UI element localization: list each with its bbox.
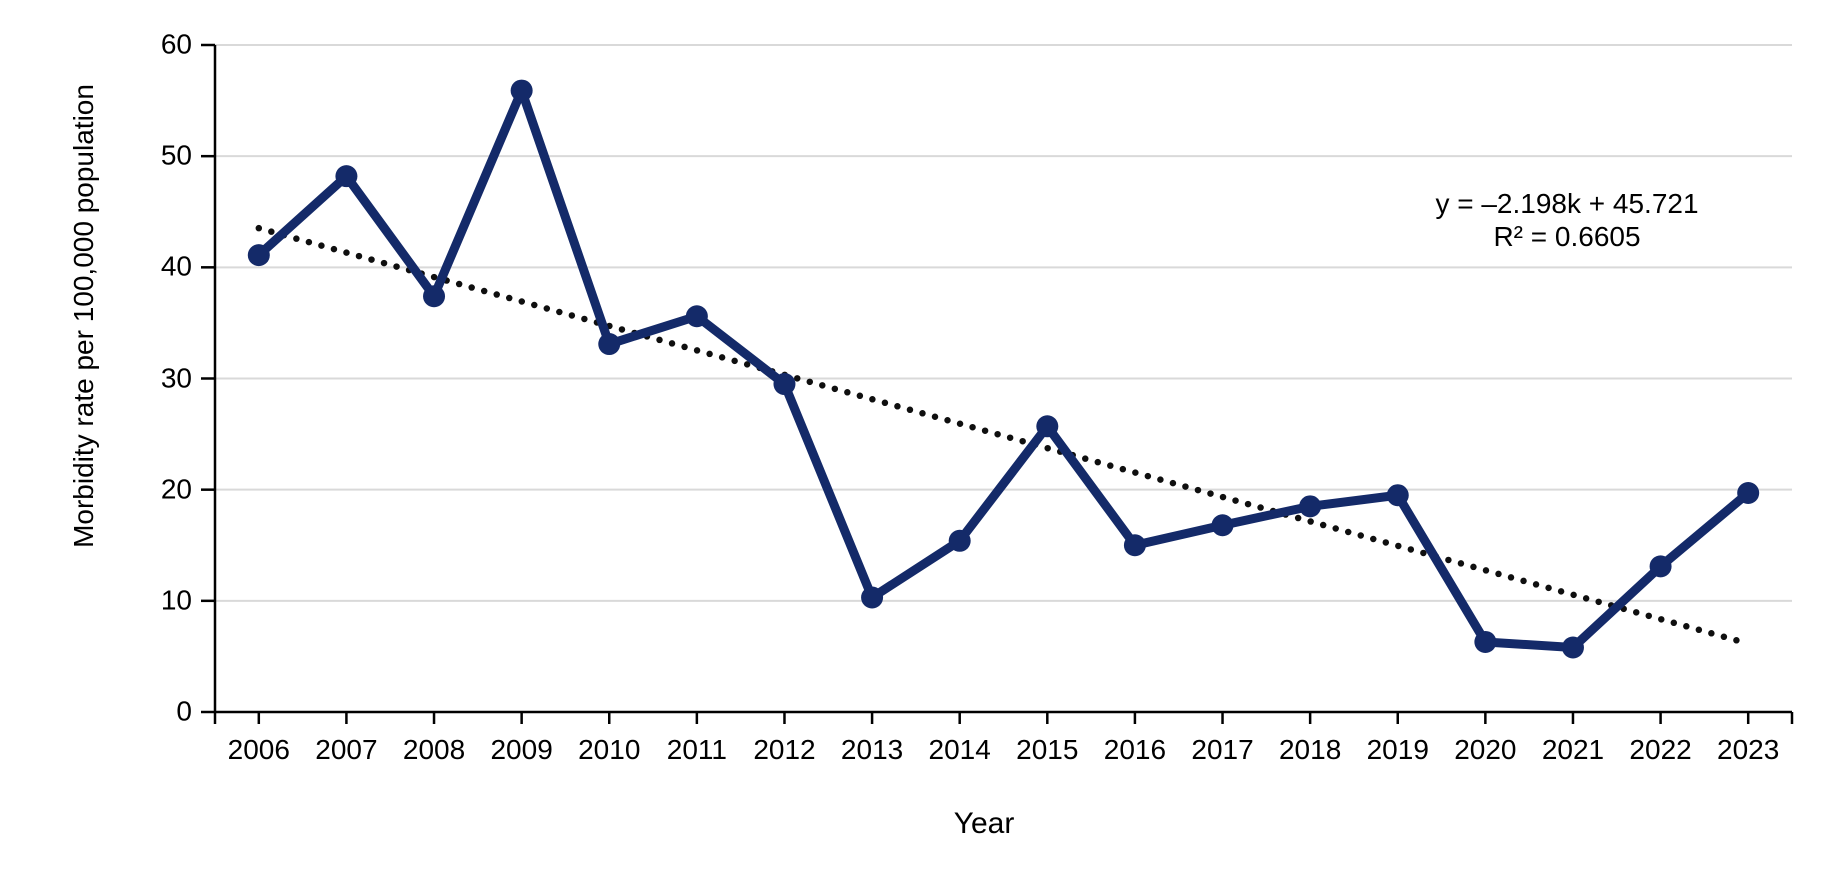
x-tick-label-2014: 2014 xyxy=(928,734,991,765)
x-tick-label-2018: 2018 xyxy=(1278,734,1342,765)
trendline-annotation: y = –2.198k + 45.721 R² = 0.6605 xyxy=(1397,187,1737,253)
data-point-marker-2023 xyxy=(1737,482,1760,505)
y-tick-label-50: 50 xyxy=(160,139,192,171)
x-tick-label-2007: 2007 xyxy=(315,734,378,765)
y-tick-label-20: 20 xyxy=(160,473,192,505)
trendline-equation: y = –2.198k + 45.721 xyxy=(1435,188,1699,219)
data-point-marker-2011 xyxy=(685,305,708,328)
data-point-marker-2013 xyxy=(861,586,884,609)
data-point-marker-2014 xyxy=(948,529,971,552)
data-point-marker-2008 xyxy=(423,285,446,308)
x-tick-label-2009: 2009 xyxy=(490,734,553,765)
data-point-marker-2019 xyxy=(1386,484,1409,507)
trendline-r-squared: R² = 0.6605 xyxy=(1493,221,1641,252)
x-tick-label-2010: 2010 xyxy=(578,734,641,765)
y-tick-label-30: 30 xyxy=(160,361,192,393)
data-series-line xyxy=(254,86,1753,653)
data-point-marker-2022 xyxy=(1649,555,1672,578)
x-tick-label-2022: 2022 xyxy=(1629,734,1692,765)
y-tick-label-60: 60 xyxy=(160,28,192,60)
data-point-marker-2020 xyxy=(1474,630,1497,653)
data-point-marker-2006 xyxy=(247,244,270,267)
data-point-marker-2007 xyxy=(335,165,358,188)
x-tick-label-2021: 2021 xyxy=(1541,734,1605,765)
data-point-marker-2012 xyxy=(773,373,796,396)
y-tick-label-40: 40 xyxy=(160,250,192,282)
data-point-marker-2015 xyxy=(1036,415,1059,438)
x-tick-label-2015: 2015 xyxy=(1016,734,1079,765)
x-tick-label-2016: 2016 xyxy=(1103,734,1167,765)
x-tick-label-2011: 2011 xyxy=(666,734,727,765)
x-tick-label-2006: 2006 xyxy=(227,734,290,765)
data-point-marker-2017 xyxy=(1211,514,1234,537)
x-tick-label-2013: 2013 xyxy=(840,734,904,765)
x-tick-label-2019: 2019 xyxy=(1366,734,1429,765)
data-point-marker-2010 xyxy=(598,333,621,356)
x-tick-label-2008: 2008 xyxy=(402,734,466,765)
y-tick-label-0: 0 xyxy=(176,695,192,727)
data-point-marker-2009 xyxy=(510,79,533,102)
y-tick-label-10: 10 xyxy=(160,584,192,616)
x-tick-label-2012: 2012 xyxy=(753,734,816,765)
x-tick-label-2017: 2017 xyxy=(1191,734,1254,765)
data-point-marker-2018 xyxy=(1299,495,1322,518)
data-point-marker-2021 xyxy=(1561,636,1584,659)
trendline-dotted xyxy=(255,224,1752,647)
x-tick-label-2020: 2020 xyxy=(1454,734,1517,765)
x-tick-label-2023: 2023 xyxy=(1717,734,1780,765)
data-point-marker-2016 xyxy=(1123,534,1146,557)
x-axis-title: Year xyxy=(953,807,1015,840)
y-axis-title: Morbidity rate per 100,000 population xyxy=(68,84,99,548)
